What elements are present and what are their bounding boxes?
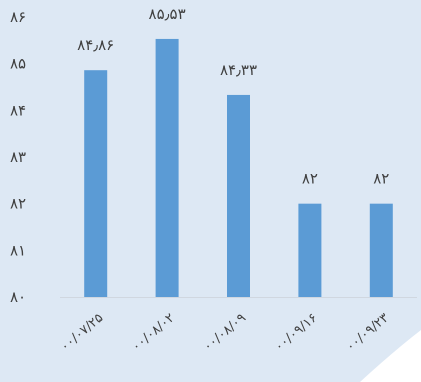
bar: [84, 70, 108, 297]
data-label: ۸۴٫۸۶: [77, 36, 114, 54]
data-label: ۸۴٫۳۳: [220, 61, 257, 79]
y-tick-label: ۸۳: [10, 148, 26, 166]
bar: [369, 203, 393, 297]
bars-group: [84, 38, 393, 297]
bar: [298, 203, 322, 297]
data-labels-group: ۸۴٫۸۶ ۸۵٫۵۳ ۸۴٫۳۳ ۸۲ ۸۲: [77, 5, 389, 188]
y-tick-label: ۸۲: [10, 195, 26, 213]
y-tick-label: ۸۵: [10, 55, 26, 73]
y-axis-ticks: ۸۰ ۸۱ ۸۲ ۸۳ ۸۴ ۸۵ ۸۶: [10, 8, 26, 306]
bar: [227, 94, 250, 297]
data-label: ۸۲: [373, 170, 389, 188]
bar: [155, 38, 179, 297]
data-label: ۸۲: [302, 170, 318, 188]
y-tick-label: ۸۴: [10, 101, 26, 119]
y-tick-label: ۸۱: [10, 241, 26, 259]
data-label: ۸۵٫۵۳: [149, 5, 186, 23]
y-tick-label: ۸۶: [10, 8, 26, 26]
y-tick-label: ۸۰: [10, 288, 26, 306]
